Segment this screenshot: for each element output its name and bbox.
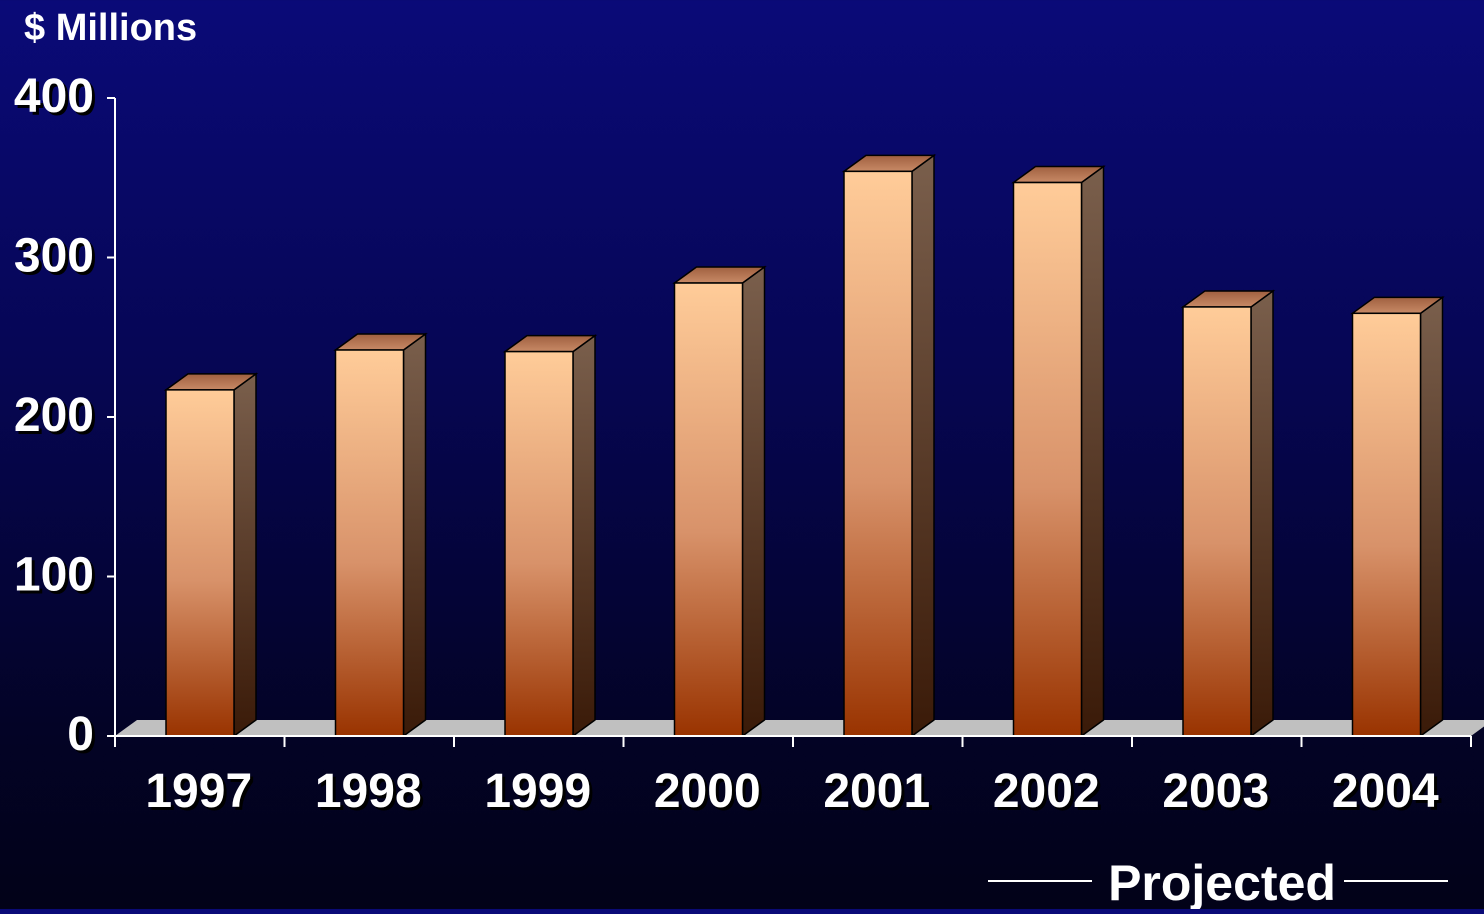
x-tick-label-shadow: 1997 xyxy=(148,768,255,821)
y-axis-label: $ Millions xyxy=(24,7,197,49)
bar-side xyxy=(1419,295,1444,738)
bar-front xyxy=(165,389,235,737)
x-tick-label-shadow: 2002 xyxy=(996,768,1103,821)
x-tick-label: 2004 xyxy=(1332,765,1439,818)
bar-2000 xyxy=(672,265,767,738)
y-tick-label: 200 xyxy=(14,389,94,442)
bar-front xyxy=(504,350,574,737)
x-tick-label-shadow: 2004 xyxy=(1335,768,1442,821)
floor-layer xyxy=(115,720,1484,736)
y-tick-label: 300 xyxy=(14,230,94,283)
bar-side xyxy=(1080,165,1105,738)
y-tick-label-shadow: 300 xyxy=(17,233,97,286)
x-tick-label: 1998 xyxy=(315,765,422,818)
bar-side xyxy=(1250,289,1274,738)
x-tick-label: 2003 xyxy=(1162,765,1269,818)
bar-side xyxy=(741,265,766,738)
bar-1998 xyxy=(333,332,428,738)
bar-front xyxy=(1351,312,1422,737)
x-tick-label: 2001 xyxy=(823,765,930,818)
y-tick-label-shadow: 400 xyxy=(17,73,97,126)
projected-annotation: Projected xyxy=(988,855,1448,911)
x-tick-label-shadow: 2001 xyxy=(826,768,933,821)
bar-1999 xyxy=(502,334,598,738)
x-tick-label: 2000 xyxy=(654,765,761,818)
bar-2004 xyxy=(1350,295,1445,738)
bar-front xyxy=(334,349,405,737)
projected-label: Projected xyxy=(1108,855,1336,909)
x-tick-label: 1999 xyxy=(484,765,591,818)
bar-side xyxy=(402,332,427,738)
bars-layer xyxy=(163,153,1445,738)
y-tick-label-shadow: 0 xyxy=(70,711,97,764)
x-tick-label-shadow: 1998 xyxy=(318,768,425,821)
x-tick-label: 2002 xyxy=(993,765,1100,818)
bar-1997 xyxy=(163,372,259,738)
bar-front xyxy=(1012,181,1083,737)
y-tick-label-shadow: 200 xyxy=(17,392,97,445)
y-tick-label-shadow: 100 xyxy=(17,552,97,605)
bar-front xyxy=(843,170,913,737)
y-tick-label: 400 xyxy=(14,70,94,123)
x-tick-label: 1997 xyxy=(145,765,252,818)
bar-side xyxy=(233,372,257,738)
x-tick-label-shadow: 2000 xyxy=(657,768,764,821)
bar-2003 xyxy=(1180,289,1276,738)
bar-side xyxy=(572,334,596,738)
bar-front xyxy=(1182,306,1252,737)
x-tick-label-shadow: 2003 xyxy=(1165,768,1272,821)
y-tick-label: 100 xyxy=(14,549,94,602)
x-tick-label-shadow: 1999 xyxy=(487,768,594,821)
chart-floor xyxy=(115,720,1484,736)
y-tick-label: 0 xyxy=(67,708,94,761)
bar-side xyxy=(911,153,935,738)
bar-2002 xyxy=(1011,165,1106,738)
bar-2001 xyxy=(841,153,937,738)
bar-front xyxy=(673,282,744,737)
